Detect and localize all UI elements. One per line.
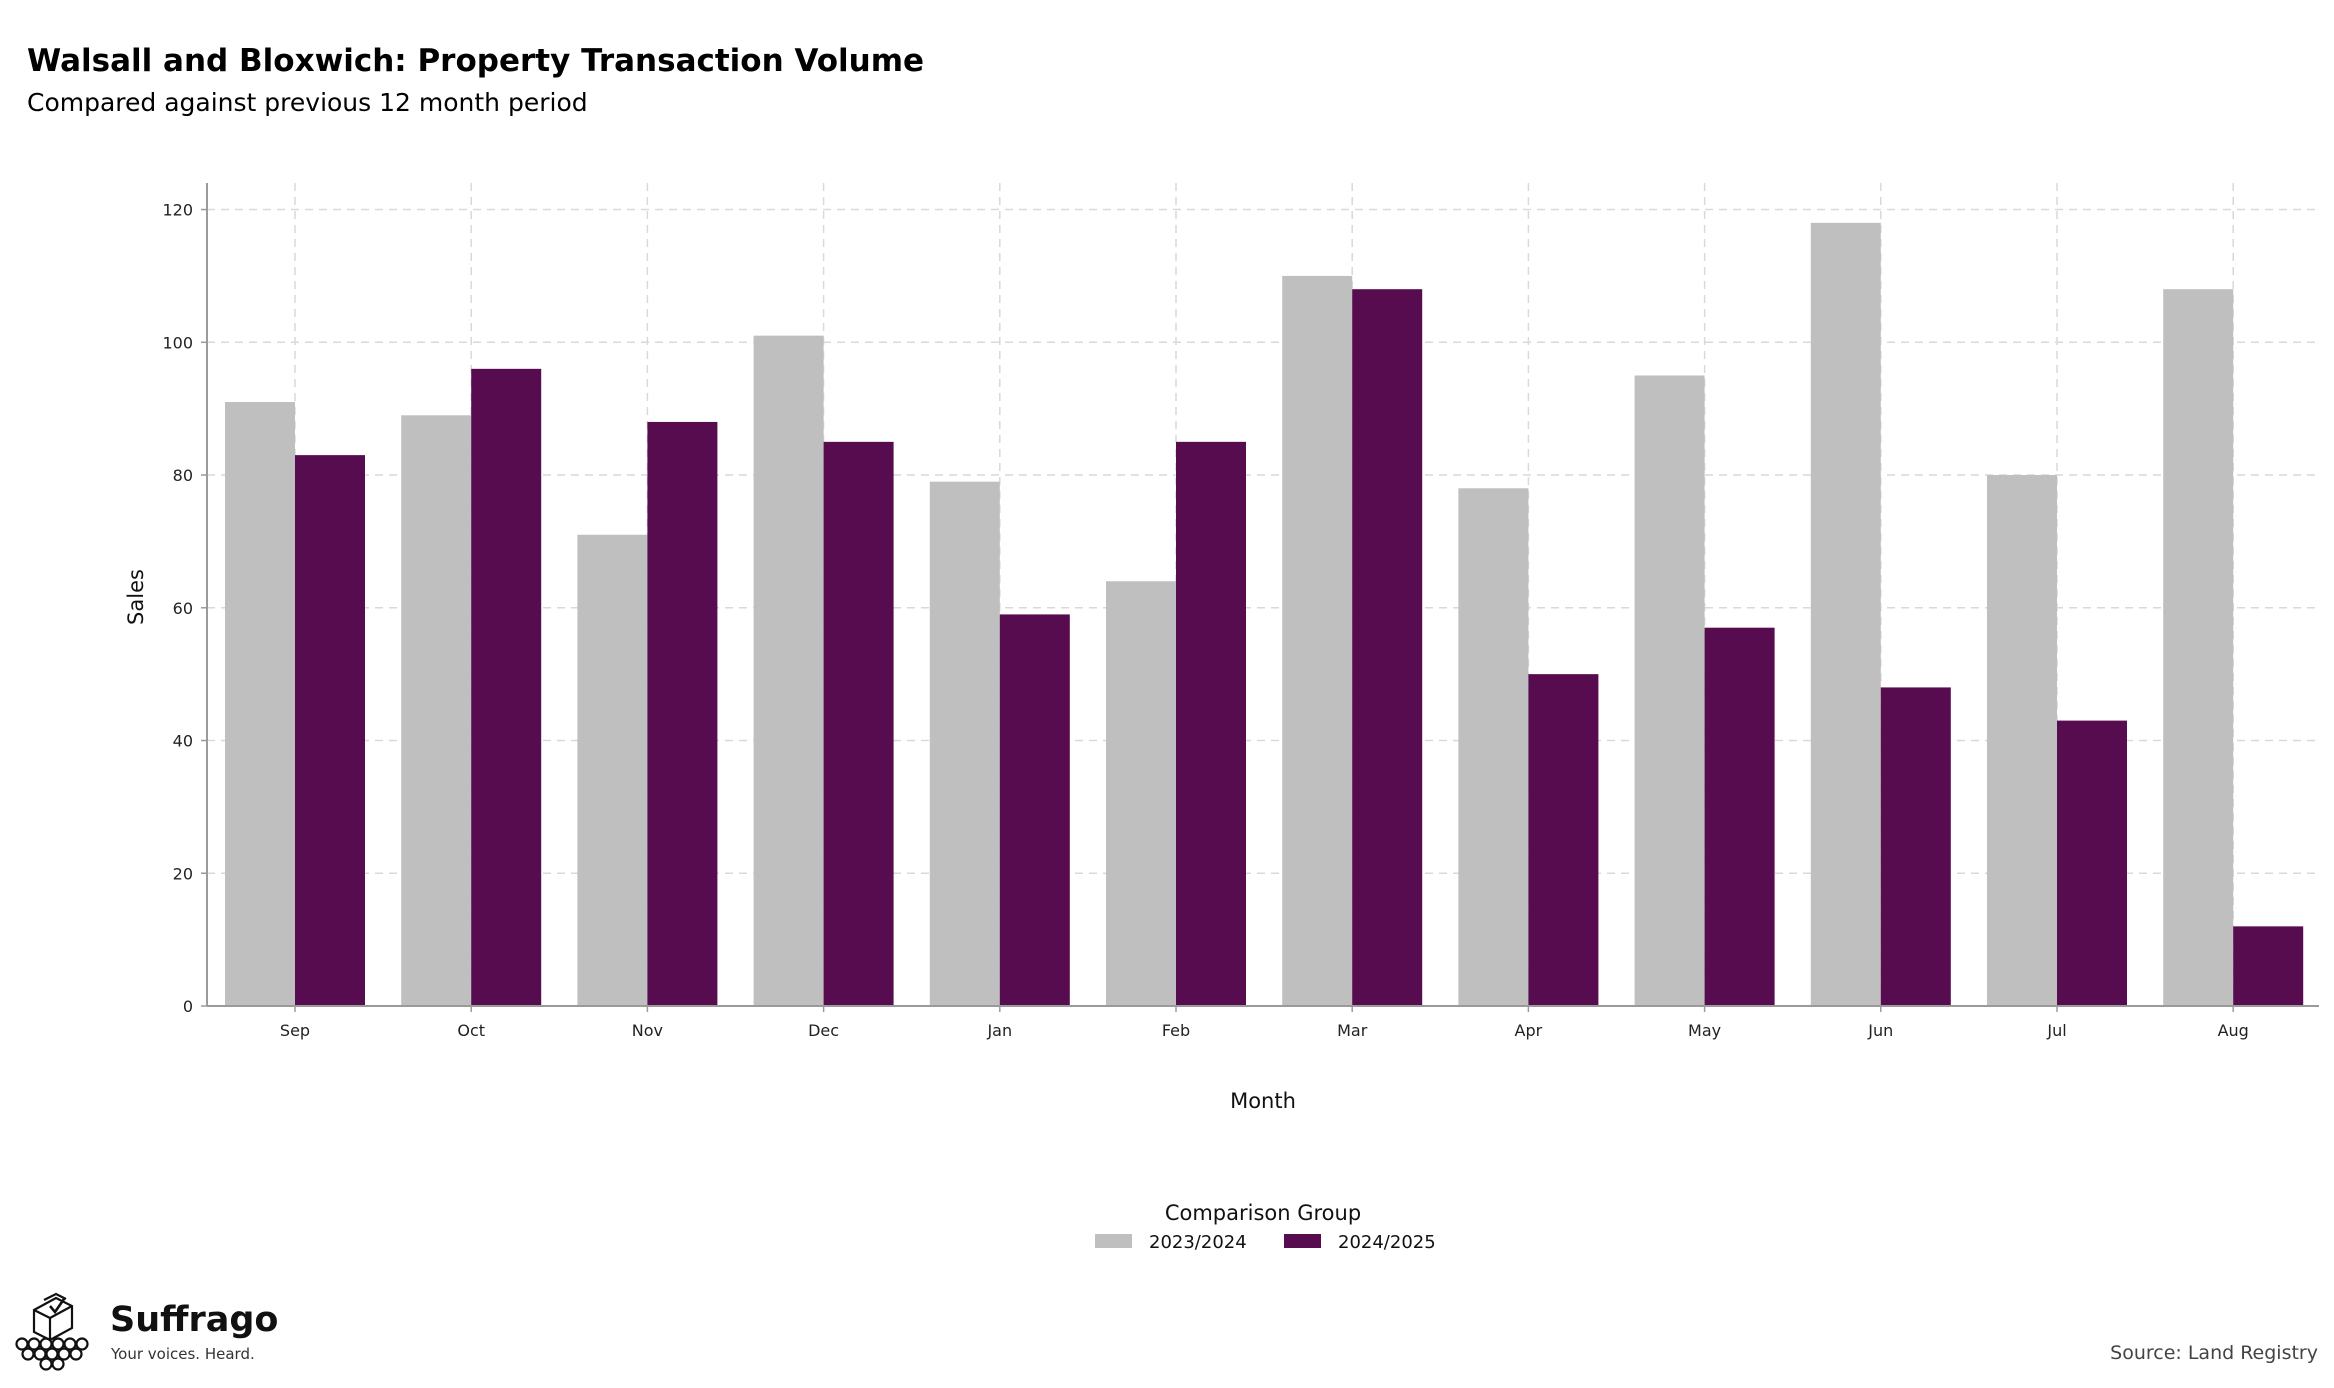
x-tick-label-feb: Feb [1162, 1021, 1190, 1040]
bar-2024-2025-mar [1352, 289, 1423, 1006]
tick-labels: 0 20 40 60 80 100 120 Sep Oct Nov Dec Jan Feb Mar Apr M… [162, 201, 2248, 1040]
bar-2023-2024-aug [2163, 289, 2234, 1006]
y-tick-label-100: 100 [162, 333, 193, 352]
bar-2024-2025-nov [647, 421, 718, 1006]
bar-2024-2025-dec [823, 441, 894, 1006]
legend-label-2024-2025: 2024/2025 [1338, 1232, 1436, 1253]
ballot-box-crowd-icon [15, 1292, 89, 1371]
x-tick-label-mar: Mar [1337, 1021, 1368, 1040]
legend: Comparison Group 2023/2024 2024/2025 [1095, 1201, 1436, 1253]
bar-2023-2024-may [1634, 375, 1705, 1006]
bar-2024-2025-may [1704, 627, 1775, 1006]
legend-swatch-2023-2024 [1095, 1234, 1132, 1248]
y-axis-title: Sales [124, 569, 148, 625]
y-tick-label-120: 120 [162, 201, 193, 220]
y-tick-label-80: 80 [173, 466, 193, 485]
y-tick-label-20: 20 [173, 864, 193, 883]
bar-2024-2025-sep [295, 455, 365, 1006]
bar-2024-2025-jul [2057, 720, 2127, 1006]
x-axis-title: Month [1230, 1089, 1296, 1113]
bar-2023-2024-nov [577, 534, 648, 1006]
bar-2024-2025-oct [471, 368, 542, 1006]
y-tick-label-0: 0 [183, 997, 193, 1016]
bar-2023-2024-feb [1106, 581, 1176, 1006]
bar-2024-2025-jan [999, 614, 1070, 1006]
x-tick-label-aug: Aug [2218, 1021, 2249, 1040]
bar-2023-2024-jan [929, 481, 1000, 1007]
brand-logo: Suffrago Your voices. Heard. [15, 1292, 278, 1371]
x-tick-label-nov: Nov [632, 1021, 663, 1040]
bar-2023-2024-oct [401, 415, 472, 1006]
source-note: Source: Land Registry [2110, 1342, 2318, 1364]
x-tick-label-jan: Jan [986, 1021, 1012, 1040]
x-tick-label-apr: Apr [1515, 1021, 1543, 1040]
x-tick-label-jul: Jul [2046, 1021, 2066, 1040]
legend-swatch-2024-2025 [1284, 1234, 1321, 1248]
y-tick-label-40: 40 [173, 732, 193, 751]
brand-name: Suffrago [110, 1300, 278, 1340]
chart-title: Walsall and Bloxwich: Property Transacti… [27, 43, 924, 79]
chart-subtitle: Compared against previous 12 month perio… [27, 88, 588, 117]
bar-2023-2024-jun [1810, 222, 1881, 1007]
x-tick-label-sep: Sep [280, 1021, 310, 1040]
legend-title: Comparison Group [1165, 1201, 1361, 1225]
y-tick-label-60: 60 [173, 599, 193, 618]
bar-2023-2024-jul [1987, 475, 2057, 1007]
bar-2023-2024-mar [1282, 275, 1353, 1007]
bar-2024-2025-jun [1880, 687, 1951, 1006]
bar-2024-2025-apr [1528, 674, 1599, 1006]
bar-2023-2024-dec [753, 335, 824, 1007]
bars [225, 222, 2304, 1007]
axes [201, 183, 2319, 1012]
legend-label-2023-2024: 2023/2024 [1149, 1232, 1247, 1253]
x-tick-label-oct: Oct [457, 1021, 485, 1040]
brand-tagline: Your voices. Heard. [110, 1345, 255, 1363]
bar-2024-2025-aug [2233, 926, 2304, 1006]
x-tick-label-may: May [1688, 1021, 1721, 1040]
bar-2023-2024-apr [1458, 488, 1529, 1006]
bar-2024-2025-feb [1176, 441, 1246, 1006]
x-tick-label-jun: Jun [1867, 1021, 1893, 1040]
bar-2023-2024-sep [225, 402, 295, 1007]
x-tick-label-dec: Dec [808, 1021, 839, 1040]
